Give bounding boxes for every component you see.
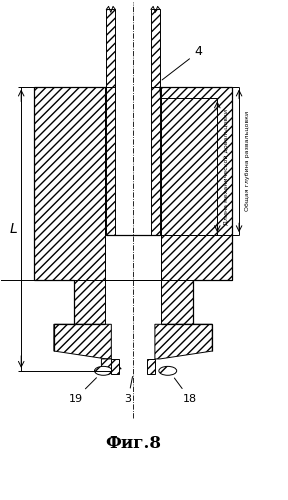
Bar — [161, 86, 232, 280]
Polygon shape — [161, 280, 232, 324]
Text: Длина механической довальцовки: Длина механической довальцовки — [223, 109, 228, 225]
Bar — [106, 10, 115, 86]
Ellipse shape — [159, 366, 177, 376]
Text: Фиг.8: Фиг.8 — [105, 434, 161, 452]
Ellipse shape — [94, 366, 112, 376]
Bar — [106, 86, 115, 235]
Text: 3: 3 — [125, 376, 132, 404]
Bar — [147, 359, 155, 374]
Bar — [111, 359, 119, 374]
Bar — [151, 86, 160, 235]
Text: Общая глубина развальцовки: Общая глубина развальцовки — [245, 111, 250, 211]
Text: 19: 19 — [69, 378, 96, 404]
Text: L: L — [10, 222, 17, 235]
Polygon shape — [101, 359, 121, 369]
Polygon shape — [54, 324, 111, 359]
Polygon shape — [155, 324, 212, 359]
Polygon shape — [34, 280, 105, 324]
Bar — [34, 86, 105, 280]
Text: 18: 18 — [174, 378, 197, 404]
Bar — [151, 10, 160, 86]
Text: 4: 4 — [162, 46, 202, 80]
